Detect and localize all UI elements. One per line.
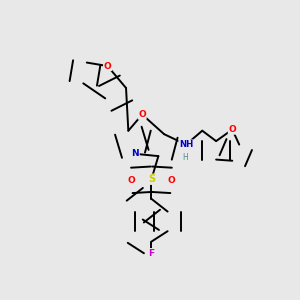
Text: O: O <box>104 61 111 70</box>
Text: F: F <box>148 249 154 258</box>
Text: S: S <box>148 174 155 184</box>
Text: O: O <box>138 110 146 119</box>
Text: O: O <box>228 125 236 134</box>
Text: O: O <box>167 176 175 185</box>
Text: O: O <box>128 176 136 185</box>
Text: NH: NH <box>179 140 193 149</box>
Text: N: N <box>131 149 139 158</box>
Text: H: H <box>182 153 188 162</box>
